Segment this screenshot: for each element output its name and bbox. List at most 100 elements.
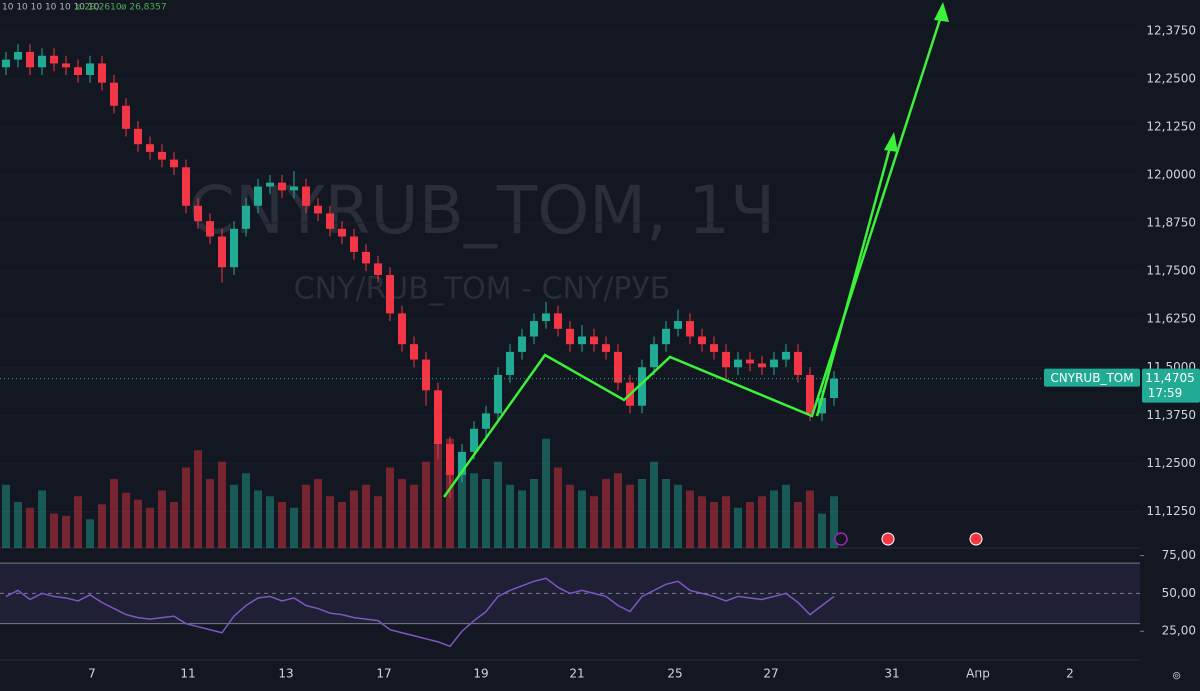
candle-body bbox=[86, 63, 94, 75]
candle-body bbox=[362, 251, 370, 264]
candle-body bbox=[530, 321, 538, 337]
volume-bar bbox=[146, 507, 154, 548]
x-tick-label: 17 bbox=[376, 667, 391, 681]
candle-body bbox=[830, 378, 838, 399]
candle-body bbox=[110, 82, 118, 106]
candle-body bbox=[578, 336, 586, 345]
x-tick-label: 27 bbox=[763, 667, 778, 681]
y-tick-label: 12,3750 bbox=[1146, 23, 1196, 37]
volume-bar bbox=[266, 496, 274, 548]
volume-bar bbox=[2, 484, 10, 548]
candle-body bbox=[614, 351, 622, 383]
volume-bar bbox=[374, 496, 382, 548]
indicator-legend: 10 10 10 10 10 10 10 bbox=[2, 3, 100, 13]
volume-bar bbox=[62, 515, 70, 548]
candle-body bbox=[374, 263, 382, 275]
candle-body bbox=[782, 351, 790, 360]
candle-body bbox=[278, 182, 286, 191]
candle-body bbox=[602, 344, 610, 352]
candle-body bbox=[470, 428, 478, 452]
price-tag-price: 11,4705 bbox=[1145, 371, 1195, 385]
volume-bar bbox=[818, 513, 826, 548]
candle-body bbox=[50, 55, 58, 64]
volume-bar bbox=[758, 496, 766, 548]
candle-body bbox=[806, 374, 814, 414]
candle-body bbox=[590, 336, 598, 345]
candle-body bbox=[734, 359, 742, 368]
volume-bar bbox=[782, 484, 790, 548]
volume-bar bbox=[194, 450, 202, 548]
candle-body bbox=[230, 228, 238, 268]
candle-body bbox=[758, 363, 766, 368]
pattern-line bbox=[815, 139, 894, 417]
candle-body bbox=[446, 444, 454, 475]
candle-body bbox=[206, 221, 214, 237]
rsi-tick-label: 75,00 bbox=[1162, 548, 1196, 562]
candle-body bbox=[794, 351, 802, 375]
candle-body bbox=[746, 359, 754, 364]
candle-body bbox=[350, 236, 358, 252]
candle-body bbox=[542, 313, 550, 322]
candle-body bbox=[302, 186, 310, 206]
volume-bar bbox=[434, 444, 442, 548]
volume-bar bbox=[134, 499, 142, 548]
candle-body bbox=[218, 236, 226, 268]
y-tick-label: 12,1250 bbox=[1146, 119, 1196, 133]
volume-bar bbox=[566, 484, 574, 548]
y-tick-label: 11,1250 bbox=[1146, 504, 1196, 518]
volume-bar bbox=[650, 461, 658, 548]
volume-bar bbox=[698, 496, 706, 548]
volume-bar bbox=[830, 496, 838, 548]
volume-bar bbox=[470, 473, 478, 548]
volume-bar bbox=[122, 492, 130, 548]
volume-bar bbox=[638, 479, 646, 548]
watermark-title: CNYRUB_TOM, 1Ч bbox=[189, 172, 776, 249]
candle-body bbox=[134, 128, 142, 145]
volume-bar bbox=[806, 490, 814, 548]
rsi-tick-label: 25,00 bbox=[1162, 624, 1196, 638]
candle-body bbox=[266, 182, 274, 187]
candle-body bbox=[710, 344, 718, 352]
price-tag-time: 17:59 bbox=[1148, 386, 1183, 400]
settings-icon[interactable]: ⊚ bbox=[1172, 669, 1181, 682]
indicator-legend: ø 26,8357 bbox=[121, 3, 167, 13]
volume-bar bbox=[314, 479, 322, 548]
volume-bar bbox=[722, 496, 730, 548]
candle-body bbox=[158, 151, 166, 160]
candle-body bbox=[494, 374, 502, 414]
price-tag-bg bbox=[1142, 368, 1200, 403]
candle-body bbox=[242, 205, 250, 229]
candle-body bbox=[62, 63, 70, 68]
volume-bar bbox=[38, 490, 46, 548]
event-icon[interactable] bbox=[969, 532, 983, 546]
candle-body bbox=[506, 351, 514, 375]
candle-body bbox=[674, 321, 682, 329]
candle-body bbox=[74, 67, 82, 75]
volume-bar bbox=[26, 507, 34, 548]
rsi-tick-label: 50,00 bbox=[1162, 586, 1196, 600]
x-tick-label: 2 bbox=[1066, 667, 1074, 681]
arrow-head bbox=[934, 2, 949, 22]
candle-body bbox=[194, 205, 202, 222]
candle-body bbox=[170, 159, 178, 168]
volume-bar bbox=[554, 467, 562, 548]
volume-bar bbox=[614, 473, 622, 548]
x-tick-label: 31 bbox=[884, 667, 899, 681]
volume-bar bbox=[542, 438, 550, 548]
volume-bar bbox=[350, 490, 358, 548]
watermark-subtitle: CNY/RUB_TOM - CNY/РУБ bbox=[294, 272, 671, 307]
volume-bar bbox=[518, 490, 526, 548]
x-tick-label: 25 bbox=[667, 667, 682, 681]
price-tag-name: CNYRUB_TOM bbox=[1050, 371, 1133, 385]
event-icon[interactable] bbox=[834, 532, 848, 546]
candle-body bbox=[98, 63, 106, 83]
volume-bar bbox=[578, 490, 586, 548]
candle-body bbox=[770, 359, 778, 368]
volume-bar bbox=[794, 502, 802, 548]
volume-bar bbox=[218, 461, 226, 548]
candle-body bbox=[14, 51, 22, 60]
volume-bar bbox=[710, 502, 718, 548]
event-icon[interactable] bbox=[881, 532, 895, 546]
x-tick-label: 21 bbox=[569, 667, 584, 681]
candle-body bbox=[434, 390, 442, 445]
